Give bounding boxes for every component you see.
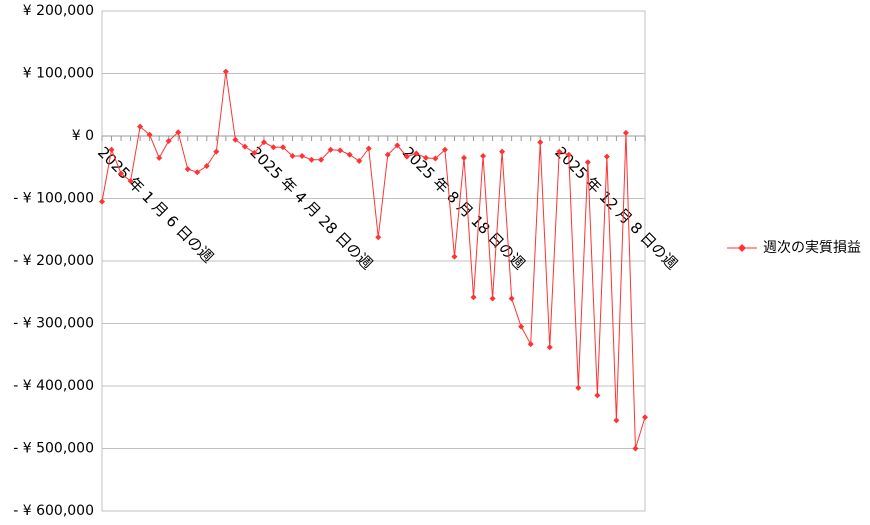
data-point: [222, 68, 229, 75]
y-tick-label: - ¥ 200,000: [13, 253, 94, 269]
data-point: [556, 148, 563, 155]
data-point: [232, 136, 239, 143]
data-point: [203, 163, 210, 169]
data-point: [403, 153, 410, 160]
data-point: [346, 151, 353, 158]
data-point: [375, 234, 382, 241]
data-point: [613, 417, 620, 424]
data-point: [327, 146, 334, 153]
data-point: [546, 344, 553, 351]
y-tick-label: ¥ 100,000: [23, 66, 94, 82]
data-point: [194, 169, 201, 176]
data-point: [527, 341, 534, 348]
data-point: [175, 129, 182, 136]
data-point: [308, 156, 315, 163]
data-point: [365, 145, 372, 152]
x-tick-label: 2025 年 4 月 28 日の週: [246, 143, 376, 273]
data-point: [518, 323, 525, 330]
data-point: [270, 144, 277, 151]
data-point: [632, 445, 639, 452]
data-point: [384, 151, 391, 158]
data-point: [575, 384, 582, 391]
y-tick-label: - ¥ 300,000: [13, 316, 94, 332]
data-point: [489, 295, 496, 302]
data-point: [165, 138, 172, 144]
x-tick-label: 2025 年 1 月 6 日の週: [94, 143, 217, 266]
data-point: [394, 142, 401, 149]
data-point: [565, 151, 572, 158]
data-point: [99, 198, 105, 205]
data-point: [337, 147, 344, 154]
legend-label: 週次の実質損益: [763, 240, 861, 256]
data-point: [289, 153, 296, 159]
data-point: [127, 178, 134, 184]
data-point: [537, 139, 544, 146]
y-tick-label: ¥ 0: [72, 128, 94, 144]
data-point: [642, 414, 648, 421]
data-point: [280, 144, 286, 151]
data-point: [422, 154, 429, 161]
data-point: [184, 166, 191, 173]
data-point: [146, 131, 153, 138]
data-point: [356, 158, 363, 164]
data-point: [432, 155, 439, 162]
data-point: [470, 294, 477, 301]
data-point: [241, 143, 248, 150]
data-point: [118, 170, 125, 177]
y-tick-label: - ¥ 100,000: [13, 191, 94, 207]
data-point: [441, 146, 448, 153]
data-point: [499, 148, 506, 155]
data-point: [508, 295, 515, 302]
data-point: [108, 146, 115, 153]
data-point: [603, 153, 610, 160]
data-point: [213, 148, 220, 155]
data-point: [137, 123, 144, 130]
series-line: [101, 71, 646, 449]
data-point: [594, 392, 601, 399]
y-tick-label: - ¥ 500,000: [13, 441, 94, 457]
data-point: [299, 153, 306, 159]
data-point: [156, 154, 163, 161]
legend-marker: [738, 244, 746, 252]
data-point: [461, 154, 467, 161]
y-tick-label: - ¥ 600,000: [13, 503, 94, 519]
data-point: [413, 150, 420, 157]
data-point: [251, 149, 258, 156]
data-point: [480, 153, 487, 159]
data-point: [318, 156, 325, 163]
y-tick-label: - ¥ 400,000: [13, 378, 94, 394]
data-point: [451, 253, 458, 260]
data-point: [584, 159, 591, 166]
data-point: [622, 129, 629, 136]
y-tick-label: ¥ 200,000: [23, 3, 94, 19]
data-point: [260, 139, 267, 146]
